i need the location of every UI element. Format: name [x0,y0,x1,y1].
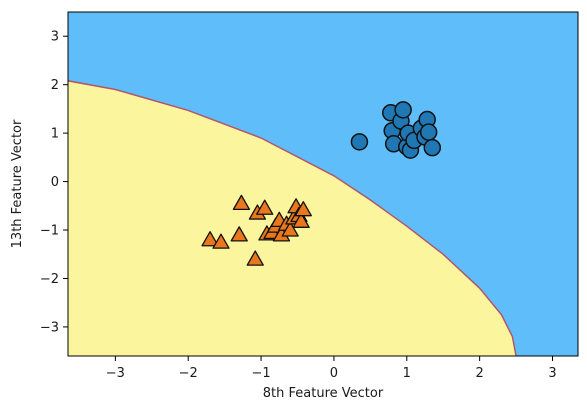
y-axis: −3 −2 −1 0 1 2 3 [40,30,68,335]
circle-point [419,123,438,141]
y-tick-label: 1 [51,127,59,142]
decision-boundary [68,80,517,356]
triangle-point [232,194,251,211]
y-tick-label: −3 [40,320,59,335]
y-axis-label: 13th Feature Vector [10,119,25,248]
x-axis: −3 −2 −1 0 1 2 3 [106,356,557,381]
triangle-point [292,212,310,228]
triangle-point [246,250,264,266]
x-tick-label: 1 [403,366,411,381]
x-tick-label: −1 [251,366,270,381]
x-tick-label: −3 [106,366,125,381]
y-tick-label: −1 [40,224,59,239]
class-1-region [68,12,578,356]
y-tick-label: 3 [51,30,59,45]
plot-frame [67,11,579,357]
x-tick-label: 2 [476,366,484,381]
circle-point [423,138,442,157]
triangle-point [212,233,230,249]
circle-point [350,133,369,151]
data-points [201,101,442,266]
triangle-point [201,231,219,247]
triangle-point [230,226,248,242]
y-tick-label: 2 [51,78,59,93]
x-tick-label: 0 [330,366,338,381]
x-tick-label: −2 [179,366,198,381]
y-tick-label: −2 [40,272,59,287]
circle-point [394,101,412,119]
triangle-point [294,201,312,217]
x-tick-label: 3 [548,366,556,381]
triangle-point [281,221,299,237]
x-axis-label: 8th Feature Vector [263,386,384,401]
triangle-point [256,199,274,215]
y-tick-label: 0 [51,175,59,190]
